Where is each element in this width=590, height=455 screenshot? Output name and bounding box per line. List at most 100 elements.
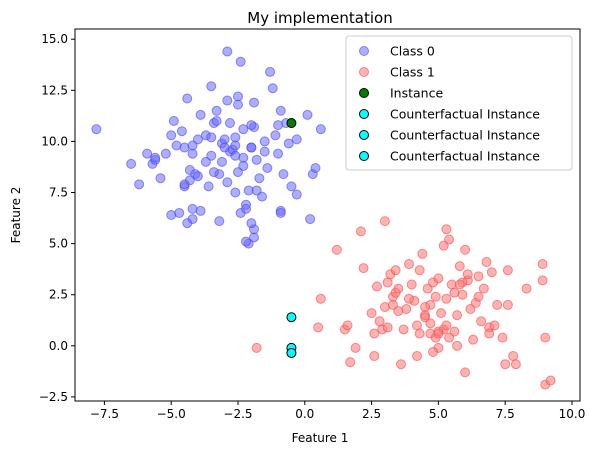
class-0-point (315, 124, 326, 135)
legend-label-instance: Instance (390, 86, 443, 101)
class-0-point (224, 118, 235, 129)
instance-point (286, 118, 297, 129)
class-0-point (291, 134, 302, 145)
class-0-point (166, 210, 177, 220)
class-1-point (382, 322, 393, 333)
class-0-point (192, 171, 203, 182)
class-0-point (195, 205, 206, 216)
class-0-point (187, 140, 198, 151)
counterfactual-point (286, 347, 297, 358)
class-1-point (454, 279, 465, 290)
class-0-point (150, 152, 161, 163)
class-1-point (382, 277, 393, 288)
class-1-point (412, 320, 423, 331)
class-0-point (214, 216, 225, 227)
class-0-point (208, 167, 219, 178)
chart-title: My implementation (247, 9, 392, 27)
class-1-point (406, 279, 417, 290)
legend-label-counterfactual-2: Counterfactual Instance (390, 128, 540, 143)
class-1-point (428, 346, 439, 357)
class-0-point (219, 142, 230, 153)
x-tick-label: 2.5 (362, 407, 381, 421)
class-0-point (259, 146, 270, 157)
class-1-point (441, 320, 452, 331)
class-0-point (305, 214, 316, 225)
class-0-point (222, 177, 233, 188)
class-0-point (249, 97, 260, 108)
class-1-point (481, 257, 492, 268)
class-0-point (254, 173, 265, 184)
class-0-point (126, 158, 137, 169)
x-tick-label: 7.5 (496, 407, 515, 421)
class-0-point (241, 203, 252, 214)
class-1-point (366, 308, 377, 319)
class-1-point (460, 367, 471, 378)
y-tick-label: 10.0 (41, 134, 68, 148)
class-1-point (369, 328, 380, 339)
legend-marker-instance (359, 88, 369, 98)
class-1-point (420, 301, 431, 312)
legend-label-class-1: Class 1 (390, 65, 435, 80)
class-1-point (508, 351, 519, 362)
class-0-point (232, 99, 243, 110)
class-1-point (313, 322, 324, 333)
y-tick-label: −2.5 (39, 390, 68, 404)
class-0-point (230, 140, 241, 151)
class-0-point (216, 156, 227, 167)
class-0-point (291, 189, 302, 200)
class-0-point (246, 142, 257, 153)
class-1-point (476, 316, 487, 327)
class-1-point (473, 291, 484, 302)
legend-label-class-0: Class 0 (390, 44, 435, 59)
class-0-point (230, 150, 241, 161)
class-0-point (195, 109, 206, 120)
class-0-point (182, 93, 193, 104)
x-tick-label: −5.0 (157, 407, 186, 421)
plot-frame (74, 28, 581, 402)
class-1-point (331, 244, 342, 255)
legend-marker-class-1 (359, 67, 369, 77)
class-1-point (369, 351, 380, 362)
class-0-point (206, 150, 217, 161)
class-0-point (302, 109, 313, 120)
class-0-point (235, 56, 246, 67)
points-layer (91, 46, 556, 390)
y-tick-label: 7.5 (49, 186, 68, 200)
class-1-point (545, 375, 556, 386)
class-0-point (232, 91, 243, 102)
class-1-point (510, 359, 521, 370)
class-1-point (438, 240, 449, 251)
class-1-point (502, 265, 513, 276)
x-tick-label: 0.0 (295, 407, 314, 421)
class-1-point (436, 308, 447, 319)
x-axis: −7.5 −5.0 −2.5 0.0 2.5 5.0 7.5 10.0 (90, 401, 585, 421)
legend-marker-counterfactual-2 (359, 130, 369, 140)
class-0-point (262, 162, 273, 173)
class-1-point (414, 265, 425, 276)
class-1-point (444, 332, 455, 343)
legend-marker-counterfactual-1 (359, 109, 369, 119)
class-0-point (275, 207, 286, 218)
class-0-point (222, 46, 233, 57)
class-0-point (246, 120, 257, 131)
legend: Class 0 Class 1 Instance Counterfactual … (345, 35, 573, 171)
class-0-point (267, 83, 278, 94)
class-1-point (537, 275, 548, 286)
class-1-point (433, 273, 444, 284)
class-0-point (91, 124, 102, 135)
class-1-point (441, 293, 452, 304)
class-1-point (412, 351, 423, 362)
class-0-point (176, 126, 187, 137)
class-1-point (390, 265, 401, 276)
class-0-point (182, 218, 193, 229)
class-1-point (521, 283, 532, 294)
x-axis-title: Feature 1 (292, 431, 349, 445)
class-0-point (187, 148, 198, 159)
class-0-point (219, 134, 230, 145)
class-0-point (203, 181, 214, 192)
class-0-point (270, 130, 281, 141)
class-1-point (251, 342, 262, 353)
class-1-point (449, 287, 460, 298)
class-0-point (134, 179, 145, 190)
